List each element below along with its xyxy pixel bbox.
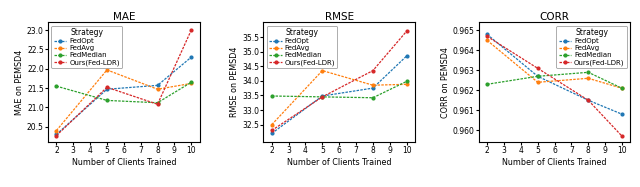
Ours(Fed-LDR) (52, 134, 60, 137)
Ours(Fed-LDR) (268, 129, 276, 132)
FedOpt (103, 88, 111, 90)
FedOpt (403, 55, 410, 57)
FedAvg (319, 70, 326, 72)
FedMedian (319, 96, 326, 98)
FedOpt (268, 132, 276, 134)
FedMedian (103, 99, 111, 102)
Ours(Fed-LDR) (154, 103, 161, 105)
FedAvg (618, 87, 626, 89)
FedMedian (584, 71, 592, 73)
Line: FedOpt: FedOpt (486, 33, 623, 116)
Line: Ours(Fed-LDR): Ours(Fed-LDR) (486, 35, 623, 137)
FedAvg (534, 81, 541, 83)
FedAvg (483, 39, 491, 42)
Line: FedAvg: FedAvg (271, 69, 408, 126)
FedMedian (483, 83, 491, 85)
X-axis label: Number of Clients Trained: Number of Clients Trained (72, 158, 176, 167)
FedOpt (52, 133, 60, 136)
Ours(Fed-LDR) (403, 30, 410, 32)
Ours(Fed-LDR) (483, 35, 491, 38)
Line: Ours(Fed-LDR): Ours(Fed-LDR) (271, 30, 408, 132)
Y-axis label: RMSE on PEMSD4: RMSE on PEMSD4 (230, 47, 239, 117)
Ours(Fed-LDR) (369, 70, 377, 72)
Y-axis label: MAE on PEMSD4: MAE on PEMSD4 (15, 50, 24, 115)
FedMedian (188, 81, 195, 83)
Title: RMSE: RMSE (324, 12, 354, 22)
Ours(Fed-LDR) (584, 99, 592, 101)
FedOpt (369, 87, 377, 89)
FedOpt (188, 56, 195, 58)
FedOpt (483, 33, 491, 36)
Legend: FedOpt, FedAvg, FedMedian, Ours(Fed-LDR): FedOpt, FedAvg, FedMedian, Ours(Fed-LDR) (556, 26, 627, 68)
Line: FedOpt: FedOpt (55, 56, 193, 136)
FedMedian (268, 95, 276, 97)
Line: FedAvg: FedAvg (55, 69, 193, 132)
FedMedian (618, 87, 626, 89)
Ours(Fed-LDR) (618, 135, 626, 137)
FedOpt (319, 95, 326, 97)
FedMedian (369, 97, 377, 99)
Ours(Fed-LDR) (188, 29, 195, 31)
X-axis label: Number of Clients Trained: Number of Clients Trained (287, 158, 392, 167)
FedAvg (52, 129, 60, 132)
Line: FedOpt: FedOpt (271, 55, 408, 135)
FedAvg (403, 83, 410, 85)
Line: FedMedian: FedMedian (486, 71, 623, 90)
FedMedian (154, 102, 161, 104)
FedMedian (534, 75, 541, 77)
Ours(Fed-LDR) (319, 96, 326, 98)
FedMedian (52, 85, 60, 87)
Y-axis label: CORR on PEMSD4: CORR on PEMSD4 (441, 47, 450, 118)
FedOpt (584, 99, 592, 101)
Ours(Fed-LDR) (534, 67, 541, 69)
FedAvg (188, 82, 195, 85)
Line: Ours(Fed-LDR): Ours(Fed-LDR) (55, 29, 193, 137)
X-axis label: Number of Clients Trained: Number of Clients Trained (502, 158, 607, 167)
FedAvg (584, 77, 592, 79)
Line: FedAvg: FedAvg (486, 39, 623, 90)
FedOpt (534, 75, 541, 77)
FedAvg (268, 123, 276, 126)
FedOpt (618, 113, 626, 115)
Legend: FedOpt, FedAvg, FedMedian, Ours(Fed-LDR): FedOpt, FedAvg, FedMedian, Ours(Fed-LDR) (267, 26, 337, 68)
Title: CORR: CORR (540, 12, 570, 22)
Legend: FedOpt, FedAvg, FedMedian, Ours(Fed-LDR): FedOpt, FedAvg, FedMedian, Ours(Fed-LDR) (51, 26, 122, 68)
FedAvg (369, 84, 377, 86)
Line: FedMedian: FedMedian (271, 80, 408, 99)
FedAvg (103, 69, 111, 71)
FedMedian (403, 80, 410, 82)
Title: MAE: MAE (113, 12, 135, 22)
FedAvg (154, 88, 161, 90)
Line: FedMedian: FedMedian (55, 81, 193, 104)
FedOpt (154, 84, 161, 87)
Ours(Fed-LDR) (103, 86, 111, 88)
